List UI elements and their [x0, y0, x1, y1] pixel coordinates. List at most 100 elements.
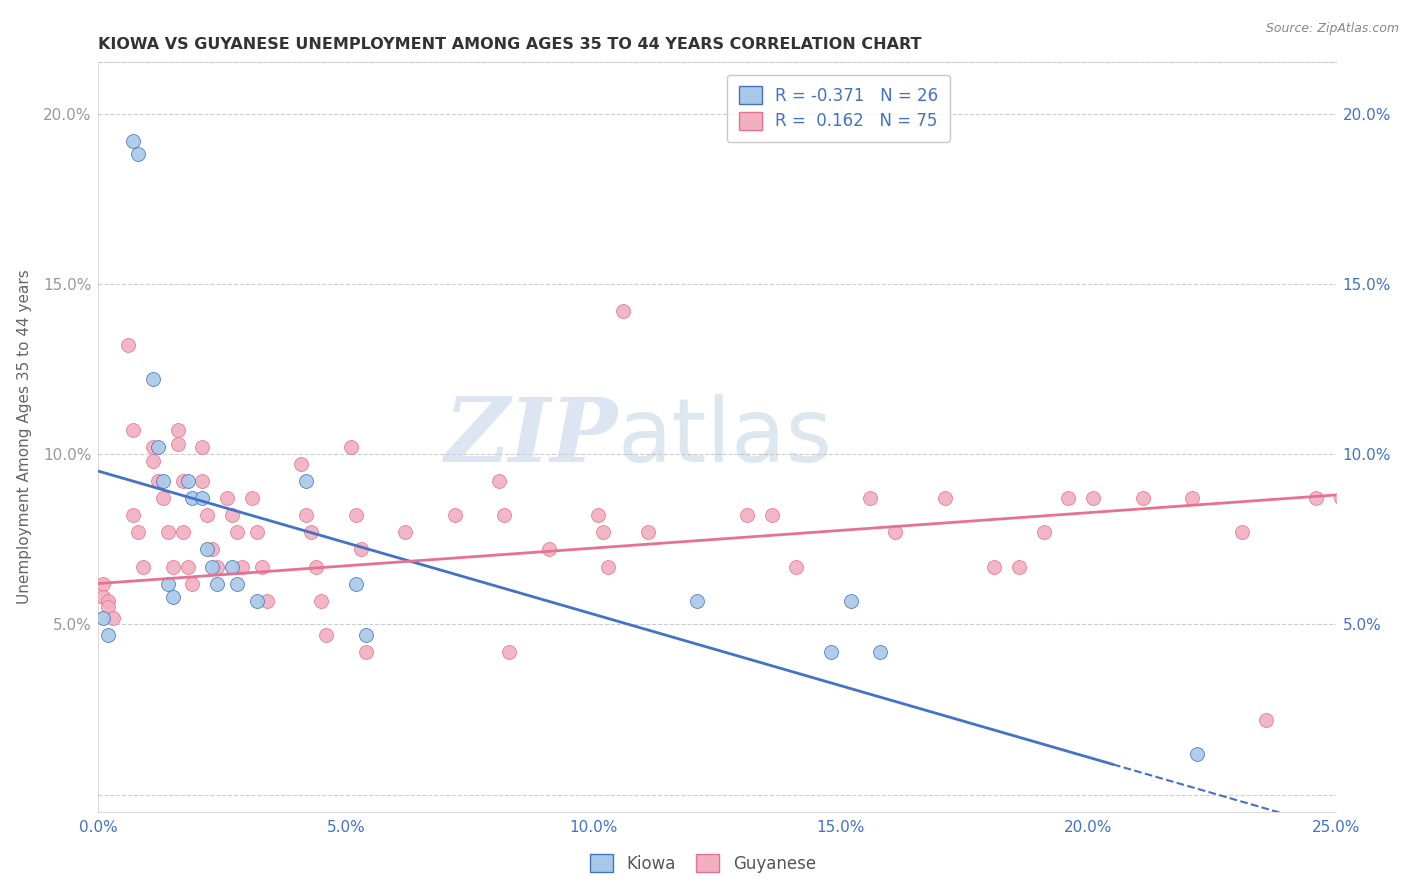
Point — [1132, 491, 1154, 506]
Point — [1230, 525, 1253, 540]
Point — [839, 593, 862, 607]
Point — [201, 559, 224, 574]
Point — [93, 610, 115, 624]
Point — [344, 576, 367, 591]
Point — [785, 559, 807, 574]
Point — [250, 559, 273, 574]
Point — [156, 576, 179, 591]
Point — [156, 525, 179, 540]
Point — [498, 645, 520, 659]
Point — [299, 525, 322, 540]
Point — [1330, 491, 1353, 506]
Point — [152, 475, 174, 489]
Point — [103, 610, 125, 624]
Point — [176, 475, 198, 489]
Point — [344, 508, 367, 523]
Point — [1185, 747, 1208, 761]
Point — [859, 491, 882, 506]
Point — [612, 304, 634, 318]
Point — [205, 576, 228, 591]
Legend: R = -0.371   N = 26, R =  0.162   N = 75: R = -0.371 N = 26, R = 0.162 N = 75 — [727, 75, 950, 142]
Point — [172, 475, 194, 489]
Point — [820, 645, 842, 659]
Point — [195, 542, 218, 557]
Point — [488, 475, 510, 489]
Legend: Kiowa, Guyanese: Kiowa, Guyanese — [583, 847, 823, 880]
Point — [97, 593, 120, 607]
Point — [1181, 491, 1204, 506]
Point — [93, 590, 115, 604]
Point — [637, 525, 659, 540]
Point — [315, 627, 337, 641]
Point — [295, 475, 318, 489]
Point — [146, 475, 169, 489]
Point — [132, 559, 155, 574]
Point — [588, 508, 610, 523]
Point — [162, 590, 184, 604]
Point — [166, 423, 188, 437]
Point — [181, 491, 204, 506]
Point — [166, 437, 188, 451]
Point — [295, 508, 318, 523]
Point — [142, 440, 165, 454]
Point — [97, 600, 120, 615]
Point — [142, 372, 165, 386]
Point — [305, 559, 328, 574]
Point — [256, 593, 278, 607]
Point — [122, 134, 145, 148]
Point — [537, 542, 560, 557]
Text: Source: ZipAtlas.com: Source: ZipAtlas.com — [1265, 22, 1399, 36]
Point — [290, 458, 312, 472]
Point — [122, 423, 145, 437]
Point — [127, 147, 149, 161]
Point — [201, 542, 224, 557]
Point — [598, 559, 620, 574]
Point — [1256, 713, 1278, 727]
Point — [1008, 559, 1031, 574]
Text: atlas: atlas — [619, 393, 834, 481]
Point — [354, 627, 377, 641]
Point — [443, 508, 465, 523]
Point — [221, 508, 243, 523]
Point — [761, 508, 783, 523]
Point — [191, 475, 214, 489]
Point — [350, 542, 373, 557]
Point — [1083, 491, 1105, 506]
Point — [1334, 525, 1357, 540]
Point — [205, 559, 228, 574]
Point — [127, 525, 149, 540]
Point — [354, 645, 377, 659]
Point — [309, 593, 332, 607]
Point — [176, 559, 198, 574]
Point — [217, 491, 239, 506]
Point — [191, 491, 214, 506]
Point — [146, 440, 169, 454]
Point — [246, 593, 269, 607]
Point — [226, 525, 249, 540]
Point — [1305, 491, 1327, 506]
Point — [246, 525, 269, 540]
Point — [172, 525, 194, 540]
Point — [93, 576, 115, 591]
Point — [152, 491, 174, 506]
Point — [869, 645, 891, 659]
Point — [340, 440, 363, 454]
Text: ZIP: ZIP — [444, 394, 619, 480]
Point — [494, 508, 516, 523]
Point — [181, 576, 204, 591]
Point — [191, 440, 214, 454]
Point — [142, 454, 165, 468]
Point — [221, 559, 243, 574]
Point — [934, 491, 956, 506]
Point — [231, 559, 253, 574]
Point — [884, 525, 907, 540]
Point — [394, 525, 416, 540]
Point — [1340, 627, 1362, 641]
Point — [122, 508, 145, 523]
Point — [686, 593, 709, 607]
Point — [1032, 525, 1054, 540]
Point — [592, 525, 614, 540]
Point — [735, 508, 758, 523]
Point — [1057, 491, 1080, 506]
Text: KIOWA VS GUYANESE UNEMPLOYMENT AMONG AGES 35 TO 44 YEARS CORRELATION CHART: KIOWA VS GUYANESE UNEMPLOYMENT AMONG AGE… — [98, 37, 922, 52]
